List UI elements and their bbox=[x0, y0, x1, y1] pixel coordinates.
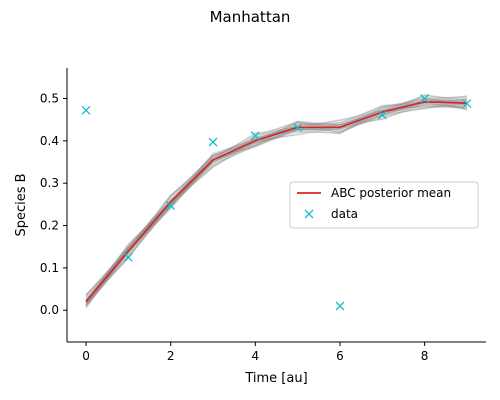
data-point-stroke bbox=[208, 137, 218, 147]
posterior-sample-line bbox=[85, 97, 468, 307]
data-markers bbox=[81, 94, 472, 311]
data-point-stroke bbox=[166, 201, 176, 211]
y-tick-label: 0.2 bbox=[40, 219, 59, 233]
plot-area bbox=[81, 94, 472, 311]
data-point-stroke bbox=[123, 252, 133, 262]
posterior-sample-line bbox=[85, 105, 468, 303]
y-tick-label: 0.4 bbox=[40, 134, 59, 148]
data-point-stroke bbox=[250, 131, 260, 141]
posterior-sample-line bbox=[85, 94, 468, 304]
posterior-sample-line bbox=[85, 98, 468, 296]
x-tick-label: 6 bbox=[336, 349, 344, 363]
y-tick-label: 0.1 bbox=[40, 261, 59, 275]
axes: 0 2 4 6 8 0.0 0.1 0.2 0.3 0.4 0.5 bbox=[40, 68, 486, 363]
data-point-stroke bbox=[335, 301, 345, 311]
x-axis-label: Time [au] bbox=[244, 371, 307, 386]
posterior-sample-line bbox=[85, 99, 468, 305]
y-tick-label: 0.3 bbox=[40, 176, 59, 190]
posterior-sample-line bbox=[85, 103, 468, 306]
x-tick-label: 2 bbox=[167, 349, 175, 363]
x-tick-label: 0 bbox=[82, 349, 90, 363]
posterior-sample-line bbox=[85, 95, 468, 297]
posterior-sample-line bbox=[85, 97, 468, 306]
posterior-sample-line bbox=[85, 98, 468, 308]
posterior-sample-line bbox=[85, 96, 468, 296]
data-point bbox=[250, 131, 260, 141]
data-point-stroke bbox=[81, 105, 91, 115]
legend-box bbox=[289, 181, 479, 229]
posterior-sample-line bbox=[85, 99, 468, 296]
posterior-sample-line bbox=[85, 95, 468, 299]
posterior-sample-line bbox=[85, 100, 468, 306]
posterior-sample-line bbox=[85, 96, 468, 309]
data-point-stroke bbox=[377, 110, 387, 120]
data-point bbox=[208, 137, 218, 147]
legend: ABC posterior mean data bbox=[289, 181, 479, 229]
x-ticks: 0 2 4 6 8 bbox=[82, 342, 428, 363]
chart-title: Manhattan bbox=[210, 8, 291, 26]
x-tick-label: 4 bbox=[252, 349, 260, 363]
posterior-mean-line bbox=[85, 101, 468, 303]
posterior-sample-line bbox=[85, 103, 468, 298]
y-tick-label: 0.5 bbox=[40, 91, 59, 105]
posterior-sample-line bbox=[85, 97, 468, 296]
legend-label: data bbox=[331, 207, 358, 221]
data-point bbox=[420, 94, 430, 103]
posterior-mean-line-layer bbox=[85, 101, 468, 303]
legend-label: ABC posterior mean bbox=[331, 186, 451, 200]
data-point bbox=[166, 201, 176, 211]
data-point-stroke bbox=[462, 99, 472, 109]
y-tick-label: 0.0 bbox=[40, 303, 59, 317]
data-point-stroke bbox=[293, 123, 303, 133]
legend-marker-swatch bbox=[304, 209, 314, 219]
posterior-sample-line bbox=[85, 105, 468, 302]
data-point bbox=[81, 105, 91, 115]
posterior-sample-line bbox=[85, 101, 468, 307]
posterior-sample-line bbox=[85, 102, 468, 301]
posterior-sample-line bbox=[85, 105, 468, 304]
x-tick-label: 8 bbox=[421, 349, 429, 363]
legend-entries: ABC posterior mean data bbox=[297, 186, 451, 221]
posterior-sample-line bbox=[85, 99, 468, 302]
data-point bbox=[462, 99, 472, 109]
data-point bbox=[123, 252, 133, 262]
data-point bbox=[293, 123, 303, 133]
data-point bbox=[377, 110, 387, 120]
y-ticks: 0.0 0.1 0.2 0.3 0.4 0.5 bbox=[40, 91, 67, 317]
posterior-sample-line bbox=[85, 104, 468, 300]
y-axis-label: Species B bbox=[14, 173, 29, 236]
data-point-stroke bbox=[420, 94, 430, 103]
data-point bbox=[335, 301, 345, 311]
